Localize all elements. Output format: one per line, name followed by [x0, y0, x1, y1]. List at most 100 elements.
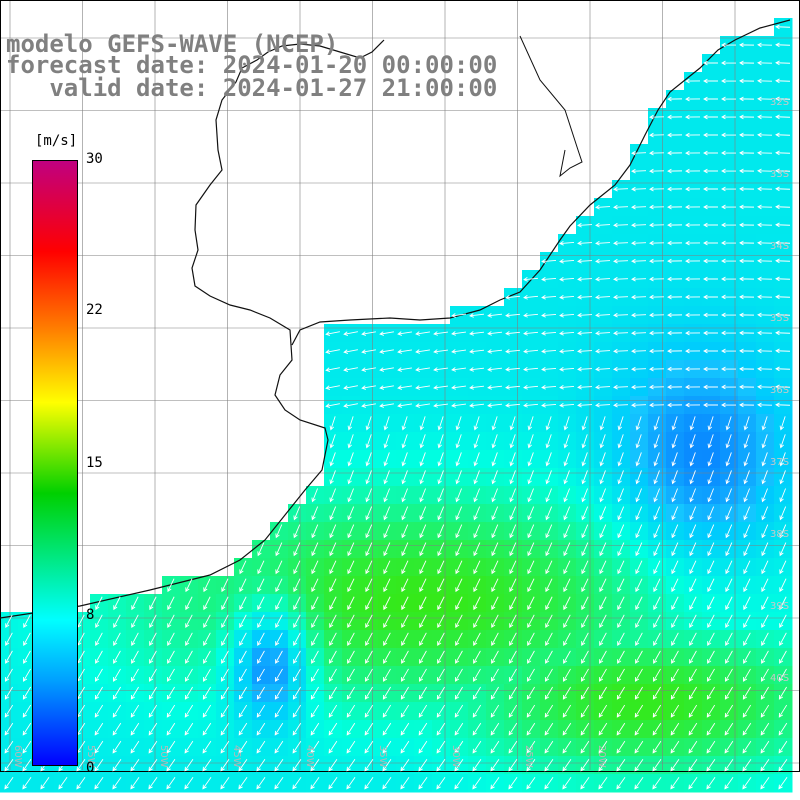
wind-arrow: [595, 384, 611, 390]
wind-arrow: [329, 668, 337, 682]
wind-arrow: [365, 614, 373, 629]
wind-arrow: [577, 312, 593, 318]
wind-arrow: [689, 434, 696, 449]
wind-arrow: [487, 403, 503, 408]
wind-arrow: [688, 777, 698, 790]
wind-arrow: [779, 416, 786, 431]
wind-arrow: [397, 403, 412, 408]
wind-arrow: [577, 222, 593, 228]
wind-arrow: [437, 650, 445, 664]
wind-arrow: [94, 686, 103, 700]
wind-arrow: [653, 452, 660, 467]
wind-arrow: [473, 542, 481, 557]
wind-arrow: [613, 348, 629, 354]
wind-arrow: [545, 650, 553, 664]
wind-arrow: [23, 650, 31, 664]
wind-arrow: [775, 384, 791, 390]
wind-arrow: [577, 240, 593, 246]
wind-arrow: [167, 578, 175, 593]
longitude-label: 35W: [377, 745, 388, 768]
wind-arrow: [454, 777, 464, 790]
wind-arrow: [365, 524, 373, 539]
wind-arrow: [652, 777, 662, 790]
wind-arrow: [343, 349, 358, 354]
wind-arrow: [509, 506, 517, 521]
wind-arrow: [599, 542, 607, 557]
wind-arrow: [739, 384, 755, 390]
wind-arrow: [472, 740, 482, 754]
wind-arrow: [703, 240, 719, 246]
wind-arrow: [739, 204, 755, 210]
wind-arrow: [725, 668, 733, 682]
wind-arrow: [379, 367, 394, 372]
wind-arrow: [721, 78, 737, 84]
wind-arrow: [649, 294, 665, 300]
wind-arrow: [775, 258, 791, 264]
longitude-labels: 60W 55W 50W 45W 40W 35W 30W 25W 20W 32S 33S 34S 35S 3…: [12, 97, 789, 768]
colorbar-tick-8: 8: [86, 607, 95, 623]
wind-arrow: [689, 488, 696, 503]
wind-arrow: [685, 132, 701, 138]
wind-arrow: [757, 348, 773, 354]
latitude-label: 35S: [770, 313, 789, 324]
wind-arrow: [775, 114, 791, 120]
wind-arrow: [595, 294, 611, 300]
wind-arrow: [94, 758, 104, 772]
wind-arrow: [670, 704, 680, 718]
wind-arrow: [185, 614, 193, 629]
wind-arrow: [311, 542, 319, 557]
wind-arrow: [707, 452, 714, 467]
wind-arrow: [167, 632, 175, 646]
wind-arrow: [545, 452, 552, 467]
wind-arrow: [293, 632, 301, 646]
latitude-label: 37S: [770, 457, 789, 468]
wind-arrow: [437, 506, 445, 521]
wind-arrow: [527, 488, 534, 503]
wind-arrow: [185, 632, 193, 646]
wind-arrow: [743, 542, 751, 557]
wind-arrow: [347, 632, 355, 646]
wind-arrow: [397, 385, 412, 390]
colorbar-tick-30: 30: [86, 151, 103, 167]
wind-arrow: [563, 416, 570, 431]
wind-arrow: [581, 542, 589, 557]
wind-arrow: [400, 686, 409, 700]
wind-arrow: [383, 578, 391, 593]
wind-arrow: [721, 258, 737, 264]
wind-arrow: [419, 632, 427, 646]
wind-arrow: [365, 560, 373, 575]
wind-arrow: [545, 542, 553, 557]
wind-arrow: [364, 704, 374, 718]
wind-arrow: [707, 650, 715, 664]
wind-arrow: [5, 650, 13, 664]
wind-arrow: [541, 385, 557, 390]
wind-arrow: [649, 258, 665, 264]
wind-arrow: [670, 758, 680, 772]
wind-arrow: [509, 470, 516, 485]
wind-arrow: [613, 276, 629, 282]
wind-arrow: [347, 560, 355, 575]
wind-arrow: [775, 240, 791, 246]
wind-arrow: [451, 349, 467, 354]
wind-arrow: [775, 132, 791, 138]
wind-arrow: [616, 686, 625, 700]
wind-arrow: [721, 204, 737, 210]
wind-arrow: [202, 722, 212, 736]
wind-arrow: [221, 632, 229, 646]
wind-arrow: [617, 488, 624, 503]
wind-arrow: [775, 150, 791, 156]
wind-arrow: [382, 686, 391, 700]
wind-arrow: [167, 650, 175, 664]
wind-arrow: [761, 452, 768, 467]
wind-arrow: [689, 578, 697, 593]
wind-arrow: [667, 96, 683, 102]
wind-arrow: [401, 560, 409, 575]
wind-arrow: [346, 740, 356, 754]
wind-arrow: [617, 632, 625, 646]
wind-arrow: [563, 632, 571, 646]
wind-arrow: [563, 524, 571, 539]
wind-arrow: [455, 650, 463, 664]
wind-arrow: [113, 668, 121, 682]
wind-arrow: [275, 578, 283, 593]
wind-arrow: [148, 758, 158, 772]
